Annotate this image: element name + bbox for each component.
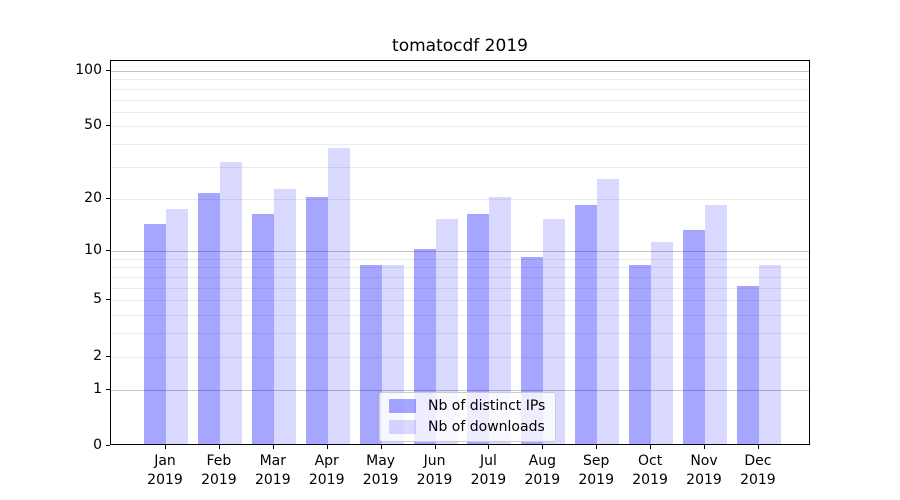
- x-tick-mark: [542, 445, 544, 449]
- minor-gridline: [111, 258, 809, 260]
- y-tick-label: 5: [93, 291, 102, 308]
- y-tick-label: 50: [84, 117, 102, 134]
- x-tick-mark: [380, 445, 382, 449]
- x-tick-label: Aug 2019: [524, 453, 561, 488]
- x-tick-mark: [326, 445, 328, 449]
- y-tick-label: 1: [93, 380, 102, 397]
- y-tick-mark: [106, 125, 110, 127]
- bar-downloads: [543, 218, 566, 444]
- legend-item-downloads: Nb of downloads: [389, 419, 545, 435]
- x-tick-mark: [488, 445, 490, 449]
- minor-gridline: [111, 111, 809, 113]
- bar-distinct-ips: [575, 204, 598, 444]
- y-tick-mark: [106, 197, 110, 199]
- bar-downloads: [219, 162, 242, 444]
- bar-downloads: [705, 204, 727, 444]
- minor-gridline: [111, 300, 809, 302]
- legend: Nb of distinct IPs Nb of downloads: [379, 392, 557, 442]
- y-tick-label: 0: [93, 437, 102, 453]
- x-tick-label: Mar 2019: [254, 453, 291, 488]
- y-tick-label: 10: [84, 242, 102, 259]
- y-tick-mark: [106, 388, 110, 390]
- x-tick-label: Feb 2019: [201, 453, 237, 488]
- bar-distinct-ips: [305, 196, 328, 444]
- x-tick-label: Oct 2019: [632, 453, 668, 488]
- minor-gridline: [111, 126, 809, 128]
- decade-gridline: [111, 70, 809, 72]
- minor-gridline: [111, 356, 809, 358]
- legend-swatch-dark: [389, 399, 416, 413]
- x-tick-mark: [218, 445, 220, 449]
- plot-area: [110, 60, 810, 445]
- x-tick-label: Apr 2019: [308, 453, 345, 488]
- x-tick-mark: [757, 445, 759, 449]
- bar-distinct-ips: [736, 285, 759, 444]
- y-tick-mark: [106, 299, 110, 301]
- minor-gridline: [111, 315, 809, 317]
- x-tick-mark: [650, 445, 652, 449]
- bar-downloads: [273, 189, 296, 444]
- bar-downloads: [435, 218, 458, 444]
- bar-distinct-ips: [197, 192, 220, 444]
- x-tick-mark: [165, 445, 166, 449]
- minor-gridline: [111, 144, 809, 146]
- bar-distinct-ips: [144, 223, 166, 444]
- y-tick-mark: [106, 355, 110, 357]
- x-tick-label: Jun 2019: [416, 453, 453, 488]
- minor-gridline: [111, 99, 809, 101]
- y-tick-mark: [106, 250, 110, 252]
- y-tick-mark: [106, 445, 110, 446]
- decade-gridline: [111, 251, 809, 253]
- y-tick-mark: [106, 69, 110, 71]
- x-tick-label: Jul 2019: [470, 453, 507, 488]
- y-tick-label: 2: [93, 347, 102, 364]
- minor-gridline: [111, 79, 809, 81]
- x-tick-label: Dec 2019: [740, 453, 776, 488]
- bar-distinct-ips: [467, 213, 490, 444]
- bar-downloads: [489, 196, 512, 444]
- legend-label: Nb of downloads: [428, 419, 545, 435]
- minor-gridline: [111, 287, 809, 289]
- x-tick-label: Sep 2019: [578, 453, 614, 488]
- x-tick-mark: [596, 445, 598, 449]
- legend-item-distinct-ips: Nb of distinct IPs: [389, 398, 545, 414]
- minor-gridline: [111, 333, 809, 335]
- bar-downloads: [166, 209, 188, 444]
- x-tick-label: Nov 2019: [686, 453, 722, 488]
- decade-gridline: [111, 389, 809, 391]
- x-tick-mark: [272, 445, 274, 449]
- legend-label: Nb of distinct IPs: [428, 398, 546, 414]
- bar-distinct-ips: [251, 213, 274, 444]
- bar-downloads: [597, 179, 620, 444]
- minor-gridline: [111, 198, 809, 200]
- bar-distinct-ips: [683, 229, 705, 444]
- x-tick-label: Jan 2019: [147, 453, 183, 488]
- bar-downloads: [327, 148, 350, 444]
- y-tick-label: 20: [84, 189, 102, 206]
- minor-gridline: [111, 277, 809, 278]
- bar-distinct-ips: [629, 265, 652, 444]
- minor-gridline: [111, 88, 809, 90]
- y-tick-label: 100: [75, 61, 102, 78]
- x-tick-mark: [704, 445, 705, 449]
- minor-gridline: [111, 267, 809, 269]
- bar-distinct-ips: [359, 265, 382, 444]
- x-tick-label: May 2019: [362, 453, 399, 488]
- legend-swatch-light: [389, 420, 416, 434]
- x-tick-mark: [434, 445, 436, 449]
- chart-title: tomatocdf 2019: [392, 36, 528, 56]
- bar-downloads: [758, 265, 781, 444]
- minor-gridline: [111, 166, 809, 168]
- bar-downloads: [651, 242, 674, 444]
